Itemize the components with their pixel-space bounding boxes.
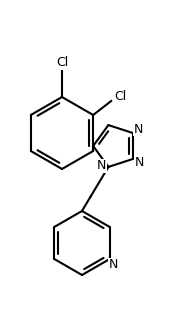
Text: N: N	[109, 259, 118, 272]
Text: N: N	[133, 122, 143, 135]
Text: N: N	[97, 159, 106, 172]
Text: Cl: Cl	[56, 56, 68, 68]
Text: N: N	[134, 156, 144, 169]
Text: Cl: Cl	[114, 89, 126, 102]
